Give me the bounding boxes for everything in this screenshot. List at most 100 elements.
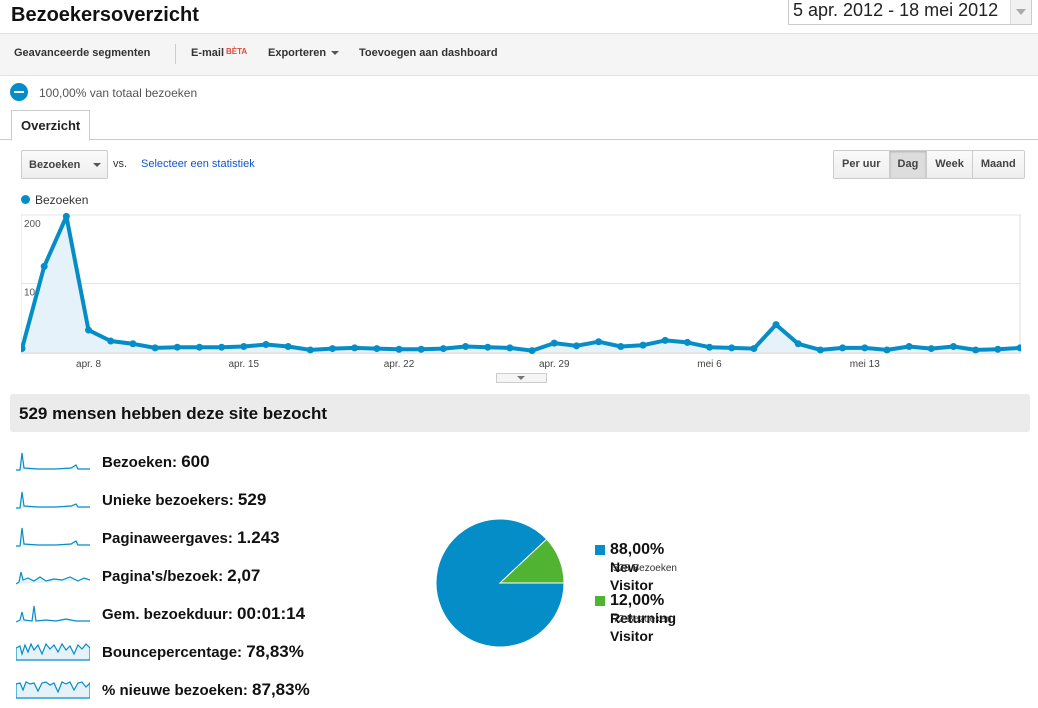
data-point <box>816 346 824 354</box>
data-point <box>40 262 48 270</box>
data-point <box>129 340 137 348</box>
x-tick-label: mei 6 <box>697 359 722 370</box>
add-to-dashboard-button[interactable]: Toevoegen aan dashboard <box>359 47 498 59</box>
vs-label: vs. <box>113 158 128 170</box>
chart-expand-handle[interactable] <box>496 373 547 383</box>
metric-name: Paginaweergaves: <box>102 530 233 547</box>
data-point <box>484 343 492 351</box>
data-point <box>373 345 381 353</box>
x-tick-label: apr. 8 <box>76 359 101 370</box>
email-button[interactable]: E-mail BÈTA <box>191 47 247 59</box>
data-point <box>284 343 292 351</box>
data-point <box>351 344 359 352</box>
data-point <box>462 343 470 351</box>
summary-header: 529 mensen hebben deze site bezocht <box>10 394 1030 432</box>
data-point <box>417 345 425 353</box>
y-tick-label: 100 <box>24 288 41 299</box>
y-tick-label: 200 <box>24 219 41 230</box>
legend-label: Bezoeken <box>35 193 89 207</box>
advanced-segments-button[interactable]: Geavanceerde segmenten <box>14 47 151 59</box>
data-point <box>972 346 980 354</box>
granularity-day-button[interactable]: Dag <box>888 151 927 178</box>
metric-label: Paginaweergaves: 1.243 <box>102 528 280 548</box>
export-button[interactable]: Exporteren <box>268 47 340 59</box>
caret-down-icon <box>331 51 340 56</box>
select-statistic-link[interactable]: Selecteer een statistiek <box>141 158 255 170</box>
metric-name: % nieuwe bezoeken: <box>102 682 248 699</box>
pie-slice <box>435 518 565 648</box>
toolbar-divider <box>175 44 176 64</box>
sparkline-icon <box>16 642 90 661</box>
metric-value: 600 <box>181 452 210 471</box>
pie-legend-name: New Visitor <box>610 559 654 593</box>
tab-divider <box>0 139 1038 140</box>
data-point <box>750 345 758 353</box>
caret-down-icon <box>93 163 101 167</box>
metric-label: Unieke bezoekers: 529 <box>102 490 266 510</box>
data-point <box>994 345 1002 353</box>
granularity-month-button[interactable]: Maand <box>971 151 1024 178</box>
metric-value: 00:01:14 <box>237 604 306 623</box>
data-point <box>528 347 536 355</box>
data-point <box>861 344 869 352</box>
data-point <box>240 343 248 351</box>
date-range-picker[interactable]: 5 apr. 2012 - 18 mei 2012 <box>788 0 1032 25</box>
export-label: Exporteren <box>268 47 327 59</box>
granularity-toggle: Per uur Dag Week Maand <box>833 150 1025 179</box>
sparkline-icon <box>16 571 90 585</box>
metric-value: 529 <box>237 490 267 509</box>
data-point <box>794 340 802 348</box>
pie-legend-pct: 88,00% <box>610 541 665 558</box>
metric-value: 78,83% <box>246 642 304 661</box>
data-point <box>21 345 26 353</box>
legend-swatch-icon <box>595 596 605 606</box>
data-point <box>550 339 558 347</box>
page-title: Bezoekersoverzicht <box>11 4 199 26</box>
data-point <box>683 338 691 346</box>
data-point <box>949 343 957 351</box>
x-tick-label: apr. 29 <box>539 359 570 370</box>
data-point <box>218 343 226 351</box>
pie-legend-label: 12,00% Returning Visitor <box>610 592 676 646</box>
data-point <box>905 343 913 351</box>
data-point <box>927 345 935 353</box>
metric-name: Unieke bezoekers: <box>102 492 234 509</box>
pie-legend-sub: 528 Bezoeken <box>613 563 677 574</box>
data-point <box>506 344 514 352</box>
data-point <box>839 344 847 352</box>
data-point <box>306 346 314 354</box>
series-line <box>21 214 1021 353</box>
data-point <box>595 338 603 346</box>
summary-title: 529 mensen hebben deze site bezocht <box>19 404 327 423</box>
pie-legend-label: 88,00% New Visitor <box>610 541 664 595</box>
granularity-week-button[interactable]: Week <box>926 151 972 178</box>
data-point <box>395 345 403 353</box>
legend-swatch-icon <box>595 545 605 555</box>
data-point <box>173 343 181 351</box>
visits-line-chart: 200 100 apr. 8 apr. 15 apr. 22 apr. 29 mei 6 m… <box>21 212 1021 370</box>
data-point <box>328 345 336 353</box>
series-area <box>22 216 1020 352</box>
pie-legend-name: Returning Visitor <box>610 610 677 644</box>
metric-select[interactable]: Bezoeken <box>21 150 108 179</box>
data-point <box>1016 344 1021 352</box>
segment-pie-icon[interactable] <box>10 83 28 101</box>
sparkline-icon <box>16 527 90 547</box>
metric-label: % nieuwe bezoeken: 87,83% <box>102 680 310 700</box>
granularity-hour-button[interactable]: Per uur <box>834 151 889 178</box>
tab-overview[interactable]: Overzicht <box>11 110 91 141</box>
pie-slice <box>498 538 565 584</box>
data-point <box>639 341 647 349</box>
chevron-down-icon[interactable] <box>1010 0 1031 24</box>
metric-value: 2,07 <box>227 566 261 585</box>
x-tick-label: apr. 15 <box>228 359 259 370</box>
beta-badge: BÈTA <box>226 47 248 56</box>
data-point <box>772 321 780 329</box>
data-point <box>706 343 714 351</box>
legend-dot-icon <box>21 195 30 204</box>
report-toolbar: Geavanceerde segmenten E-mail BÈTA Export… <box>0 33 1038 76</box>
data-point <box>262 340 270 348</box>
data-point <box>728 344 736 352</box>
data-point <box>85 326 93 334</box>
metric-name: Pagina's/bezoek: <box>102 568 224 585</box>
